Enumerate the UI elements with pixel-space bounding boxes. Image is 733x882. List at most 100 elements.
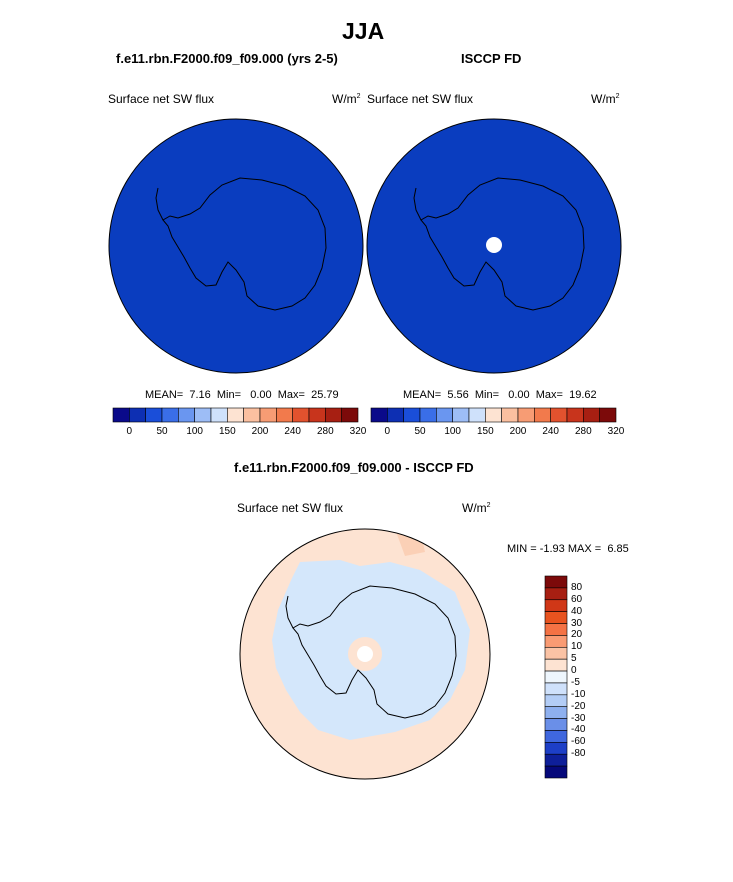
left-colorbar-swatch xyxy=(129,407,146,423)
right-antarctica-coastline xyxy=(420,177,585,311)
left-colorbar-swatch xyxy=(161,407,179,423)
diff-colorbar-level: -80 xyxy=(571,748,586,760)
left-colorbar-swatch xyxy=(325,407,342,423)
diff-colorbar-level: 0 xyxy=(571,665,577,677)
left-min: 0.00 xyxy=(250,389,272,401)
right-colorbar-tick-label: 100 xyxy=(444,426,461,437)
diff-colorbar xyxy=(544,575,568,779)
diff-colorbar-swatch xyxy=(544,623,568,636)
left-stats: MEAN= 7.16 Min= 0.00 Max= 25.79 xyxy=(145,389,339,401)
right-colorbar-tick-label: 50 xyxy=(414,426,426,437)
diff-colorbar-level: 20 xyxy=(571,629,583,641)
right-max: 19.62 xyxy=(569,389,597,401)
left-colorbar-swatch xyxy=(194,407,212,423)
diff-colorbar-swatch xyxy=(544,682,568,696)
left-panel-title: f.e11.rbn.F2000.f09_f09.000 (yrs 2-5) xyxy=(116,51,338,66)
diff-max: 6.85 xyxy=(607,543,629,555)
diff-colorbar-level: 40 xyxy=(571,605,583,617)
right-map xyxy=(366,118,622,374)
diff-colorbar-swatch xyxy=(544,718,568,731)
diff-colorbar-swatch xyxy=(544,635,568,648)
left-colorbar-tick-label: 320 xyxy=(349,426,367,437)
diff-colorbar-level: -30 xyxy=(571,712,586,724)
left-colorbar-tick-label: 0 xyxy=(126,426,133,437)
diff-variable-label: Surface net SW flux xyxy=(237,501,344,515)
right-colorbar-swatch xyxy=(517,407,535,423)
left-colorbar-tick-label: 240 xyxy=(284,426,301,437)
diff-colorbar-level: -40 xyxy=(571,724,586,736)
diff-min: -1.93 xyxy=(539,543,565,555)
right-colorbar-swatch xyxy=(452,407,470,423)
diff-colorbar-level: -10 xyxy=(571,688,586,700)
left-colorbar-swatch xyxy=(292,407,310,423)
left-antarctica-coastline xyxy=(162,177,327,311)
left-mean: 7.16 xyxy=(189,389,211,401)
diff-colorbar-swatch xyxy=(544,575,568,589)
left-colorbar-swatch xyxy=(259,407,277,423)
right-variable-label: Surface net SW flux xyxy=(367,92,474,106)
right-colorbar-swatch xyxy=(370,407,388,423)
right-colorbar-swatch xyxy=(419,407,437,423)
left-colorbar-swatch xyxy=(178,407,195,423)
diff-colorbar-level: -5 xyxy=(571,676,580,688)
left-map xyxy=(108,118,364,374)
diff-peninsula xyxy=(285,595,294,629)
left-colorbar-swatch xyxy=(276,407,293,423)
right-colorbar-tick-label: 320 xyxy=(607,426,625,437)
left-colorbar-swatch xyxy=(341,407,359,423)
diff-colorbar-swatch xyxy=(544,730,568,743)
right-colorbar-swatch xyxy=(583,407,600,423)
diff-colorbar-swatch xyxy=(544,587,568,601)
diff-map xyxy=(239,528,491,780)
diff-colorbar-swatch xyxy=(544,646,568,660)
figure-title: JJA xyxy=(342,18,385,44)
right-colorbar-swatch xyxy=(501,407,519,423)
left-colorbar xyxy=(112,407,359,423)
left-colorbar-swatch xyxy=(243,407,261,423)
right-colorbar-swatch xyxy=(468,407,486,423)
right-colorbar-swatch xyxy=(403,407,421,423)
diff-colorbar-swatch xyxy=(544,706,568,719)
left-colorbar-swatch xyxy=(210,407,228,423)
left-units-label: W/m2 xyxy=(332,92,361,106)
left-colorbar-swatch xyxy=(227,407,244,423)
left-map-field xyxy=(108,118,364,374)
diff-colorbar-level: 30 xyxy=(571,617,583,629)
left-colorbar-swatch xyxy=(145,407,163,423)
right-min: 0.00 xyxy=(508,389,530,401)
left-max: 25.79 xyxy=(311,389,339,401)
diff-title: f.e11.rbn.F2000.f09_f09.000 - ISCCP FD xyxy=(234,460,474,475)
right-colorbar-tick-label: 240 xyxy=(542,426,559,437)
right-colorbar-swatch xyxy=(599,407,617,423)
diff-colorbar-level: 10 xyxy=(571,641,583,653)
diff-colorbar-level: 5 xyxy=(571,653,577,665)
left-variable-label: Surface net SW flux xyxy=(108,92,215,106)
diff-colorbar-level: 80 xyxy=(571,581,583,593)
right-colorbar-tick-label: 150 xyxy=(476,426,494,437)
right-colorbar-swatch xyxy=(550,407,568,423)
right-colorbar-tick-label: 0 xyxy=(384,426,391,437)
right-colorbar-swatch xyxy=(387,407,404,423)
diff-colorbar-swatch xyxy=(544,670,568,684)
left-peninsula xyxy=(155,187,164,221)
left-colorbar-swatch xyxy=(112,407,130,423)
left-colorbar-tick-label: 200 xyxy=(251,426,269,437)
right-colorbar-swatch xyxy=(534,407,551,423)
right-mean: 5.56 xyxy=(447,389,469,401)
diff-colorbar-level: -60 xyxy=(571,736,586,748)
right-colorbar xyxy=(370,407,617,423)
diff-stats: MIN = -1.93 MAX = 6.85 xyxy=(507,543,629,555)
left-colorbar-tick-label: 280 xyxy=(316,426,334,437)
right-panel-title: ISCCP FD xyxy=(461,51,522,66)
diff-colorbar-swatch xyxy=(544,611,568,624)
right-pole-hole xyxy=(486,237,502,253)
diff-colorbar-swatch xyxy=(544,599,568,612)
diff-colorbar-swatch xyxy=(544,694,568,708)
right-colorbar-tick-label: 200 xyxy=(509,426,527,437)
right-peninsula xyxy=(413,187,422,221)
right-colorbar-swatch xyxy=(485,407,502,423)
left-colorbar-swatch xyxy=(308,407,326,423)
right-colorbar-swatch xyxy=(566,407,584,423)
left-colorbar-tick-label: 50 xyxy=(156,426,168,437)
